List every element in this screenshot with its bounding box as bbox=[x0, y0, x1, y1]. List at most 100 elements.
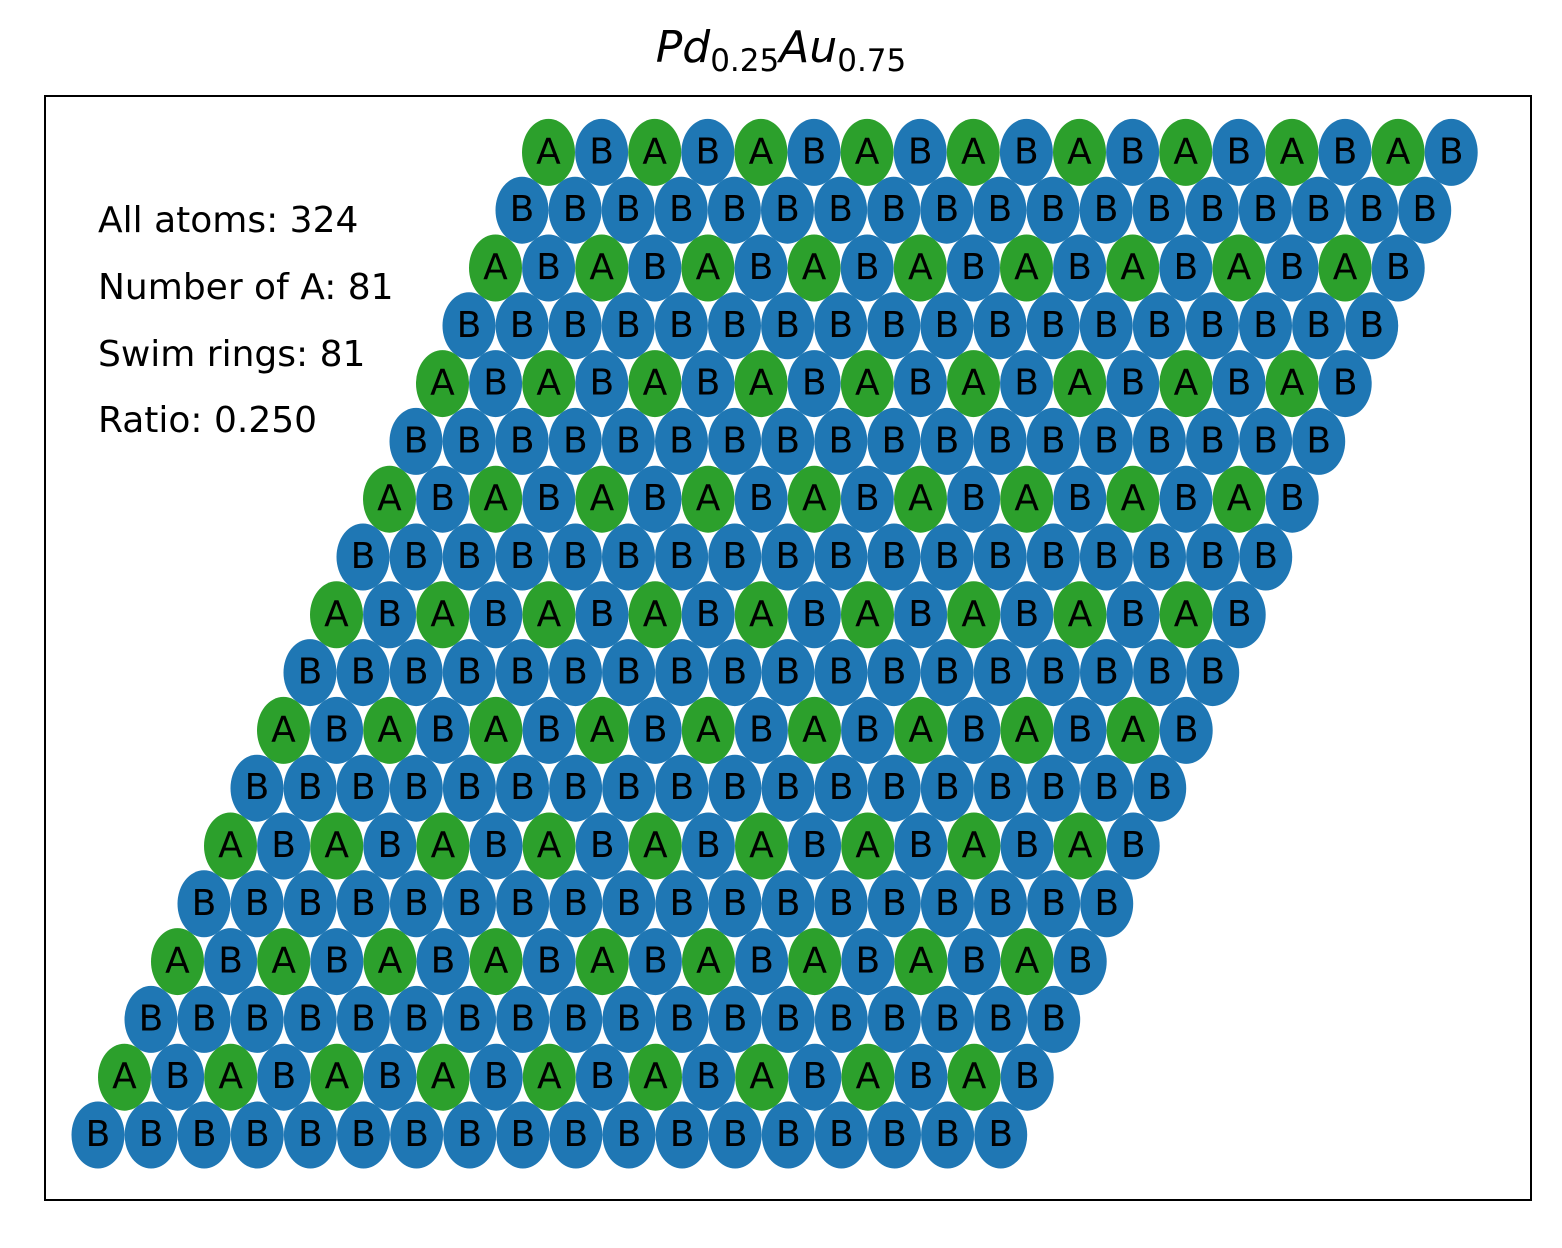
atom-marker bbox=[734, 350, 788, 418]
atom-label: A bbox=[431, 1056, 456, 1097]
atom-b: B bbox=[416, 465, 470, 533]
atom-marker bbox=[495, 523, 549, 591]
atom-label: A bbox=[1068, 825, 1093, 866]
atom-b: B bbox=[257, 1043, 311, 1111]
atom-b: B bbox=[336, 639, 390, 707]
atom-b: B bbox=[1080, 754, 1134, 822]
atom-label: B bbox=[404, 998, 429, 1039]
atom-marker bbox=[947, 581, 1001, 649]
atom-a: A bbox=[310, 1043, 364, 1111]
atom-label: B bbox=[1068, 941, 1093, 982]
atom-marker bbox=[708, 870, 762, 938]
atom-label: B bbox=[1121, 594, 1146, 635]
atom-label: B bbox=[218, 941, 243, 982]
atom-marker bbox=[840, 118, 894, 186]
atom-label: A bbox=[909, 941, 934, 982]
atom-a: A bbox=[151, 928, 204, 996]
atom-label: B bbox=[139, 1114, 164, 1155]
atom-b: B bbox=[628, 234, 682, 302]
atom-marker bbox=[336, 985, 390, 1053]
atom-marker bbox=[1000, 812, 1054, 880]
atom-marker bbox=[575, 928, 629, 996]
atom-a: A bbox=[204, 1043, 258, 1111]
atom-marker bbox=[920, 870, 974, 938]
atom-a: A bbox=[629, 1043, 682, 1111]
atom-a: A bbox=[681, 465, 735, 533]
atom-marker bbox=[735, 812, 788, 880]
atom-label: A bbox=[696, 941, 721, 982]
atom-marker bbox=[602, 523, 655, 591]
atom-marker bbox=[1212, 350, 1266, 418]
atom-b: B bbox=[708, 985, 762, 1053]
atom-label: B bbox=[802, 594, 827, 635]
atom-label: B bbox=[882, 883, 907, 924]
atom-label: B bbox=[563, 652, 588, 693]
atom-marker bbox=[495, 639, 549, 707]
stat-swim-rings: Swim rings: 81 bbox=[98, 334, 366, 375]
atom-label: B bbox=[882, 420, 907, 461]
atom-label: B bbox=[86, 1114, 111, 1155]
atom-label: B bbox=[828, 420, 853, 461]
atom-marker bbox=[841, 812, 895, 880]
atom-label: B bbox=[776, 883, 801, 924]
atom-marker bbox=[1079, 292, 1133, 360]
atom-marker bbox=[1345, 176, 1399, 244]
atom-marker bbox=[628, 118, 682, 186]
atom-marker bbox=[548, 523, 602, 591]
atom-marker bbox=[1106, 350, 1160, 418]
atom-a: A bbox=[946, 118, 1000, 186]
atom-b: B bbox=[1212, 350, 1266, 418]
atom-marker bbox=[363, 1043, 417, 1111]
atom-marker bbox=[973, 176, 1027, 244]
atom-label: B bbox=[723, 883, 748, 924]
atom-marker bbox=[628, 581, 682, 649]
atom-label: A bbox=[1333, 247, 1358, 288]
atom-b: B bbox=[868, 1101, 921, 1169]
atom-b: B bbox=[1265, 465, 1319, 533]
atom-label: B bbox=[510, 536, 535, 577]
atom-label: B bbox=[935, 420, 960, 461]
atom-a: A bbox=[682, 928, 735, 996]
atom-label: B bbox=[536, 247, 561, 288]
atom-marker bbox=[867, 985, 921, 1053]
atom-a: A bbox=[894, 696, 948, 764]
atom-b: B bbox=[496, 1101, 550, 1169]
atom-marker bbox=[788, 928, 842, 996]
atom-b: B bbox=[1159, 696, 1213, 764]
atom-marker bbox=[204, 928, 258, 996]
atom-marker bbox=[442, 639, 496, 707]
atom-marker bbox=[1133, 754, 1187, 822]
atom-label: B bbox=[351, 1114, 376, 1155]
atom-marker bbox=[867, 754, 921, 822]
atom-label: A bbox=[271, 941, 296, 982]
atom-a: A bbox=[416, 350, 469, 418]
atom-label: B bbox=[1200, 536, 1225, 577]
atom-label: A bbox=[218, 825, 243, 866]
atom-marker bbox=[1079, 523, 1133, 591]
atom-label: A bbox=[324, 594, 349, 635]
atom-label: B bbox=[1041, 305, 1066, 346]
atom-label: B bbox=[1041, 998, 1066, 1039]
atom-label: B bbox=[722, 189, 747, 230]
atom-marker bbox=[98, 1043, 151, 1111]
atom-a: A bbox=[734, 350, 788, 418]
atom-label: B bbox=[1306, 420, 1331, 461]
atom-b: B bbox=[920, 292, 974, 360]
atom-label: B bbox=[1412, 189, 1437, 230]
atom-b: B bbox=[867, 407, 921, 475]
atom-b: B bbox=[867, 870, 921, 938]
atom-label: A bbox=[536, 363, 561, 404]
atom-marker bbox=[1318, 350, 1372, 418]
atom-b: B bbox=[602, 754, 656, 822]
atom-label: B bbox=[669, 652, 694, 693]
atom-label: B bbox=[988, 1114, 1013, 1155]
atom-marker bbox=[787, 581, 841, 649]
atom-b: B bbox=[1398, 176, 1452, 244]
atom-label: B bbox=[775, 305, 800, 346]
atom-label: A bbox=[325, 1056, 350, 1097]
atom-b: B bbox=[681, 350, 735, 418]
atom-marker bbox=[522, 350, 576, 418]
atom-label: A bbox=[590, 941, 615, 982]
atom-b: B bbox=[389, 754, 443, 822]
atom-marker bbox=[1239, 523, 1293, 591]
